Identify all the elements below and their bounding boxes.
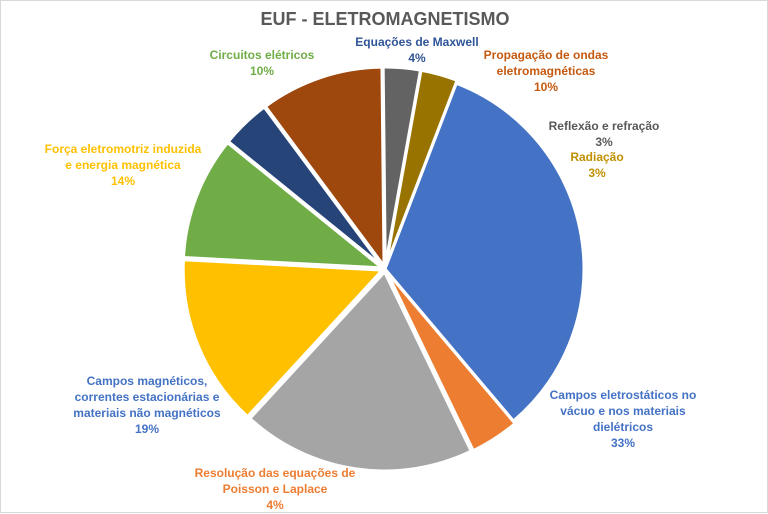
pie-slice bbox=[385, 270, 518, 453]
slice-label: Radiação 3% bbox=[570, 150, 623, 180]
slice-label: Propagação de ondas eletromagnéticas 10% bbox=[484, 48, 609, 94]
pie-slice bbox=[384, 68, 460, 267]
slice-label: Reflexão e refração 3% bbox=[549, 119, 660, 149]
slice-label: Força eletromotriz induzida e energia mag… bbox=[45, 142, 202, 188]
pie-slice bbox=[263, 65, 386, 271]
chart-title: EUF - ELETROMAGNETISMO bbox=[260, 9, 510, 29]
pie-labels: Campos eletrostáticos no vácuo e nos mate… bbox=[45, 35, 697, 512]
slice-label: Campos eletrostáticos no vácuo e nos mate… bbox=[550, 388, 697, 450]
slice-label: Resolução das equações de Poisson e Lapla… bbox=[195, 466, 356, 512]
pie-slice bbox=[181, 140, 387, 270]
slice-label: Equações de Maxwell 4% bbox=[355, 35, 478, 65]
pie-slice bbox=[181, 258, 386, 419]
slice-label: Circuitos elétricos 10% bbox=[210, 48, 315, 78]
pie-slices bbox=[181, 65, 586, 473]
pie-slice bbox=[247, 269, 474, 473]
slice-label: Campos magnéticos, correntes estacionária… bbox=[73, 374, 221, 436]
pie-slice bbox=[383, 81, 586, 424]
